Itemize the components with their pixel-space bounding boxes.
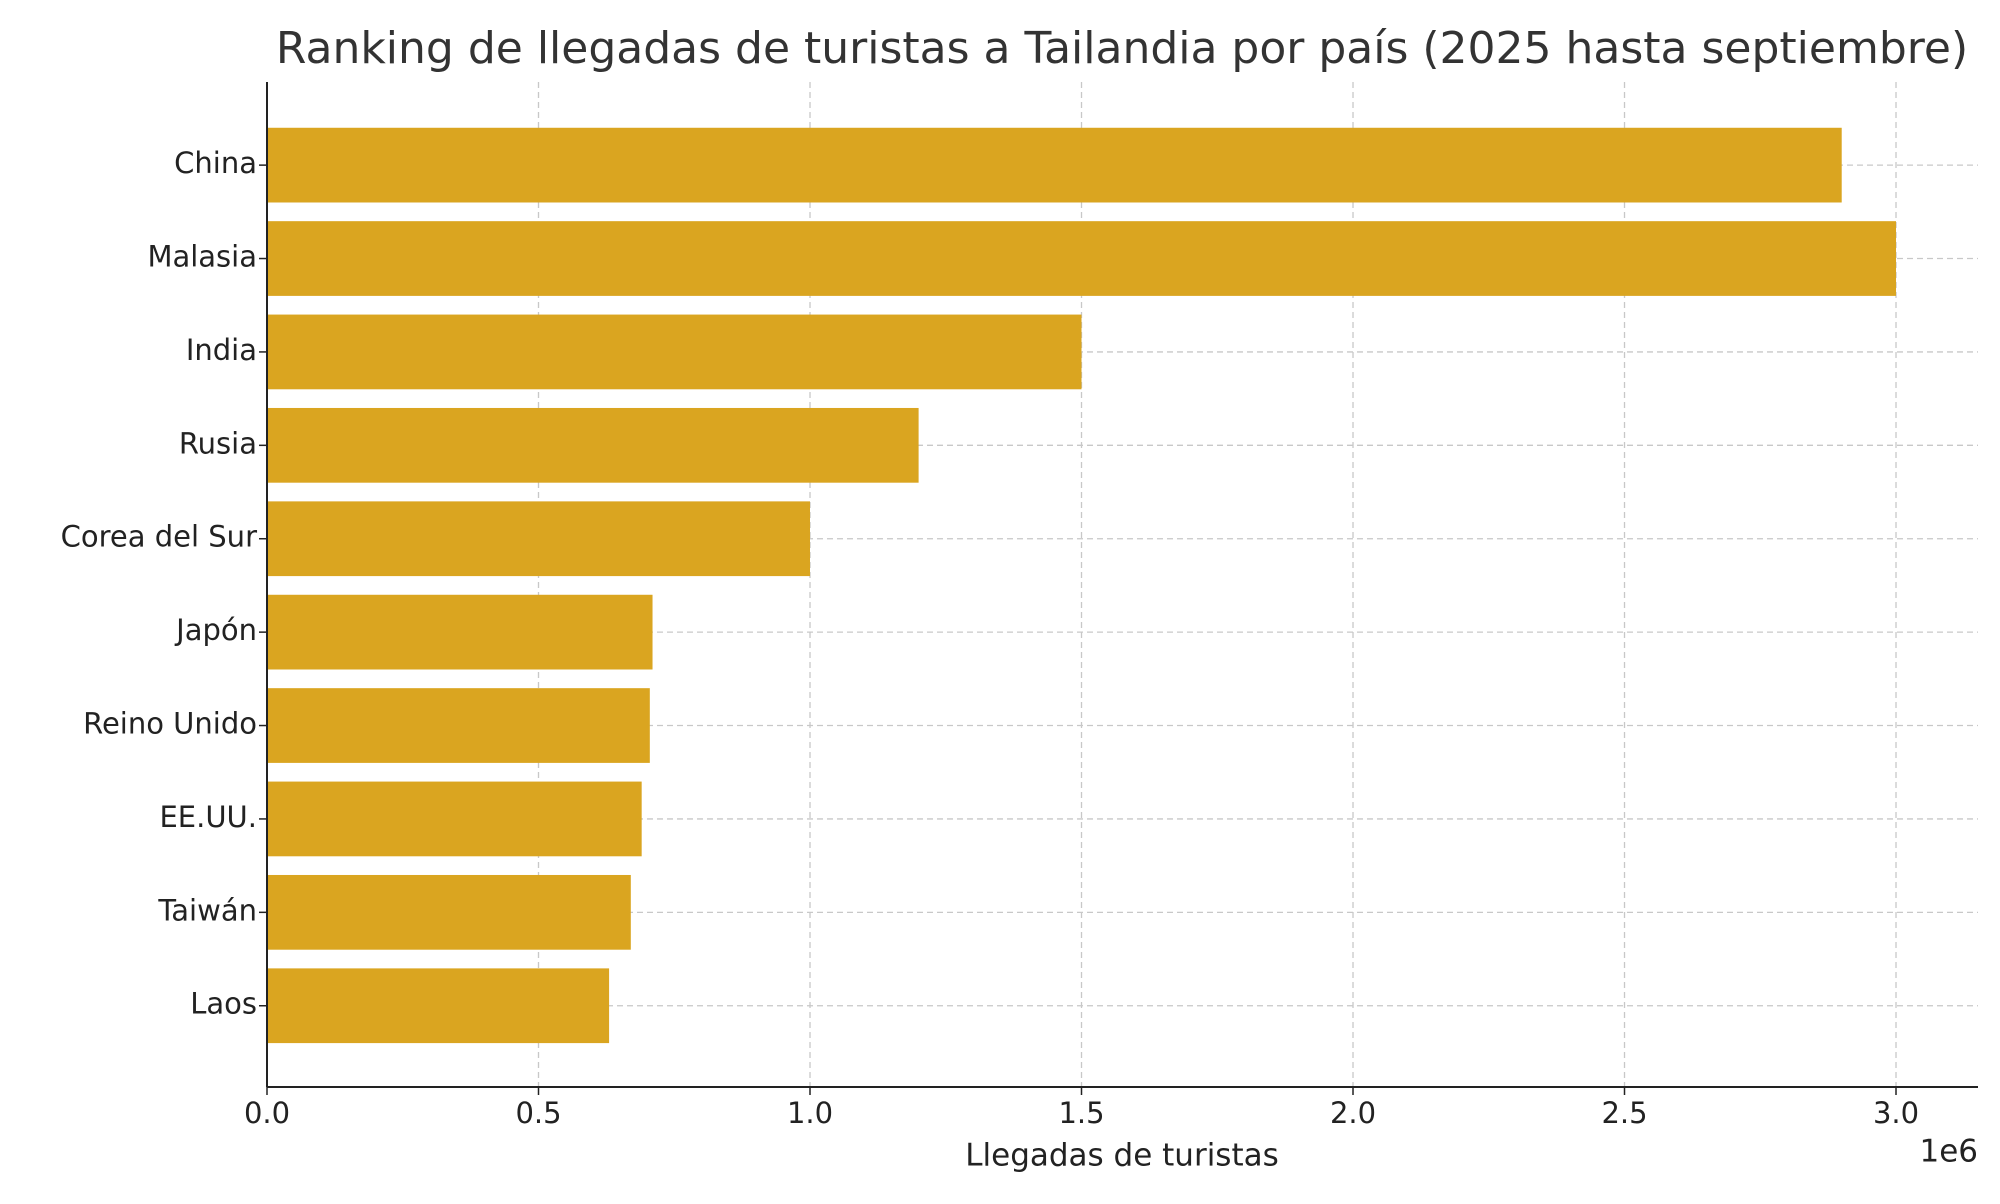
- y-tick-label: China: [174, 146, 257, 180]
- bar: [267, 874, 631, 950]
- x-axis-label: Llegadas de turistas: [965, 1138, 1279, 1174]
- bar: [267, 594, 653, 670]
- x-tick-label: 0.0: [244, 1096, 290, 1130]
- x-tick-label: 3.0: [1873, 1096, 1919, 1130]
- y-tick-label: Japón: [174, 613, 257, 647]
- x-tick-label: 2.0: [1330, 1096, 1376, 1130]
- x-tick-label: 1.0: [787, 1096, 833, 1130]
- y-tick-label: Laos: [190, 987, 257, 1021]
- bar: [267, 501, 811, 577]
- bar: [267, 221, 1897, 296]
- bar: [267, 968, 610, 1044]
- y-tick-label: Reino Unido: [83, 707, 257, 741]
- y-tick-label: India: [186, 333, 257, 367]
- x-tick-label: 2.5: [1601, 1096, 1647, 1130]
- offset-label: 1e6: [1919, 1134, 1978, 1170]
- bar: [267, 781, 642, 857]
- bar: [267, 688, 650, 763]
- y-tick-label: Rusia: [179, 426, 257, 460]
- x-tick-label: 0.5: [515, 1096, 561, 1130]
- y-tick-label: Corea del Sur: [61, 520, 257, 554]
- y-tick-label: EE.UU.: [159, 800, 257, 834]
- chart-title: Ranking de llegadas de turistas a Tailan…: [276, 23, 1968, 74]
- x-tick-label: 1.5: [1058, 1096, 1104, 1130]
- bars: [267, 127, 1897, 1044]
- bar: [267, 127, 1842, 203]
- y-tick-label: Malasia: [147, 240, 257, 274]
- y-tick-label: Taiwán: [157, 893, 257, 927]
- bar: [267, 314, 1082, 390]
- bar: [267, 407, 919, 483]
